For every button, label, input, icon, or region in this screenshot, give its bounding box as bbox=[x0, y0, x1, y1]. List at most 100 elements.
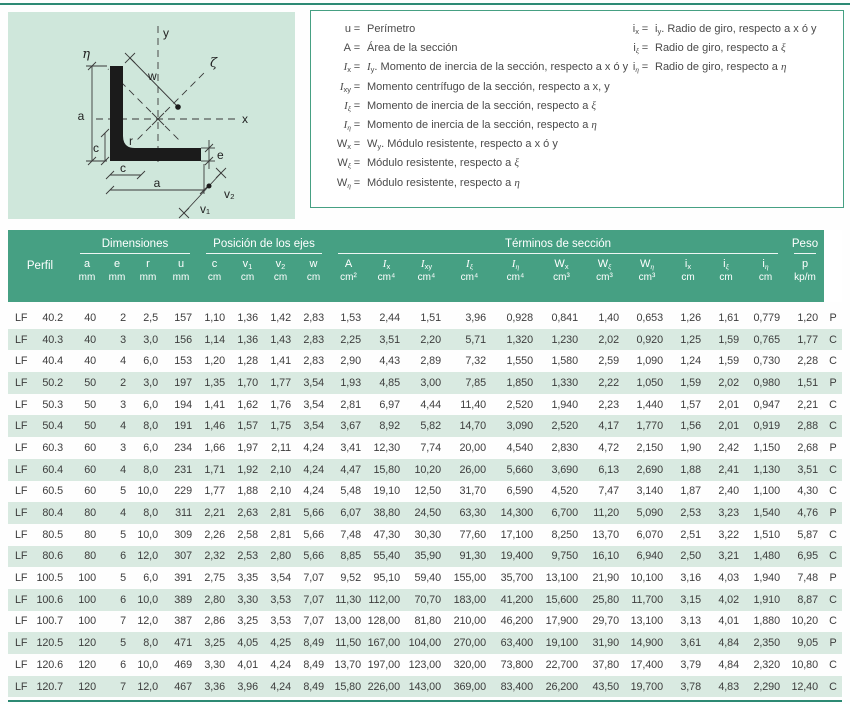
legend-item: u = Perímetro bbox=[323, 23, 628, 42]
table-cell: 19,100 bbox=[545, 637, 579, 650]
table-cell: 1,28 bbox=[237, 355, 258, 368]
table-cell: 2,32 bbox=[204, 550, 225, 563]
a-bottom-label: a bbox=[154, 176, 161, 190]
table-cell: 2,520 bbox=[506, 398, 533, 411]
profile-prefix: LF bbox=[15, 593, 28, 606]
table-cell: 8,85 bbox=[340, 550, 361, 563]
table-cell: 4,84 bbox=[718, 637, 739, 650]
profile-size: 60.5 bbox=[42, 485, 63, 498]
table-cell: 3,30 bbox=[237, 593, 258, 606]
table-cell: 10,20 bbox=[414, 463, 441, 476]
table-cell: 5,66 bbox=[303, 507, 324, 520]
table-cell: 80 bbox=[84, 507, 96, 520]
text-segment: Radio de giro, respecto a bbox=[655, 42, 781, 55]
legend-item: A = Área de la sección bbox=[323, 42, 628, 61]
profile-cell: LF 120.7 bbox=[8, 681, 72, 693]
text-segment: Momento centrífugo de la sección, respec… bbox=[367, 80, 610, 93]
table-cell: 1,41 bbox=[270, 355, 291, 368]
text-segment: . Radio de giro, respecto a x ó y bbox=[661, 23, 817, 35]
column-unit: cm bbox=[758, 272, 773, 283]
table-cell: 2,81 bbox=[270, 507, 291, 520]
column-unit: mm bbox=[78, 272, 96, 283]
table-cell: 14,70 bbox=[459, 420, 486, 433]
group-underline bbox=[206, 253, 322, 254]
subscript: x bbox=[635, 27, 639, 36]
table-cell: 1,92 bbox=[237, 463, 258, 476]
table-row: LF 50.2 50 2 3,0 197 1,35 1,70 1,77 3,54 1,93 4,85 3… bbox=[8, 372, 842, 394]
text-segment: Área de la sección bbox=[367, 42, 458, 55]
column-header: Wξ cm³ bbox=[584, 254, 625, 302]
table-cell: 2,02 bbox=[598, 333, 619, 346]
table-cell: 2,40 bbox=[718, 485, 739, 498]
legend-symbol: Ixy bbox=[323, 81, 352, 94]
table-cell: 59,40 bbox=[414, 572, 441, 585]
profile-prefix: LF bbox=[15, 376, 28, 389]
table-cell: 95,10 bbox=[373, 572, 400, 585]
status-cell: P bbox=[829, 311, 837, 324]
table-row: LF 120.7 120 7 12,0 467 3,36 3,96 4,24 8,49 15,80 2… bbox=[8, 675, 842, 698]
profile-size: 50.2 bbox=[42, 376, 63, 389]
table-row: LF 100.5 100 5 6,0 391 2,75 3,35 3,54 7,07 9,52 95,… bbox=[8, 567, 842, 589]
table-cell: 320,00 bbox=[453, 658, 487, 671]
subscript: xy bbox=[424, 262, 433, 271]
group-label: Términos de sección bbox=[504, 238, 612, 250]
table-cell: 12,0 bbox=[137, 550, 158, 563]
legend-text: Momento de inercia de la sección, respec… bbox=[367, 100, 596, 112]
w-end-dot bbox=[175, 104, 181, 110]
legend-text: Wy. Módulo resistente, respecto a x ó y bbox=[367, 138, 558, 151]
table-cell: 7,47 bbox=[598, 485, 619, 498]
legend-item: Wη = Módulo resistente, respecto a η bbox=[323, 177, 628, 196]
table-cell: 17,900 bbox=[545, 615, 579, 628]
legend-text: Módulo resistente, respecto a η bbox=[367, 177, 520, 189]
table-cell: 1,540 bbox=[753, 507, 780, 520]
tick bbox=[100, 128, 110, 138]
table-cell: 3,22 bbox=[718, 528, 739, 541]
table-cell: 5 bbox=[120, 485, 126, 498]
column-header: e mm bbox=[102, 254, 132, 302]
legend-item: Wξ = Módulo resistente, respecto a ξ bbox=[323, 157, 628, 176]
table-cell: 3 bbox=[120, 441, 126, 454]
subscript: η bbox=[635, 65, 639, 75]
legend-item: iη = Radio de giro, respecto a η bbox=[611, 61, 817, 80]
table-cell: 2,42 bbox=[718, 441, 739, 454]
profile-prefix: LF bbox=[15, 615, 28, 628]
eta-axis-ext bbox=[164, 125, 181, 142]
legend-item: Ix = Iy. Momento de inercia de la sección,… bbox=[323, 61, 629, 80]
table-cell: 3,090 bbox=[506, 420, 533, 433]
table-cell: 9,750 bbox=[551, 550, 578, 563]
legend-symbol: Wη bbox=[323, 177, 351, 190]
table-row: LF 60.4 60 4 8,0 231 1,71 1,92 2,10 4,24 4,47 15,80… bbox=[8, 458, 842, 481]
profile-cell: LF 50.2 bbox=[8, 377, 72, 389]
x-axis-label: x bbox=[242, 112, 248, 126]
a-left-label: a bbox=[78, 109, 85, 123]
legend-text: Radio de giro, respecto a ξ bbox=[655, 42, 786, 54]
table-cell: 5,48 bbox=[340, 485, 361, 498]
table-cell: 2,75 bbox=[204, 572, 225, 585]
column-header: w cm bbox=[297, 254, 330, 302]
table-cell: 14,900 bbox=[630, 637, 664, 650]
text-segment: w bbox=[309, 258, 318, 270]
table-cell: 47,30 bbox=[373, 528, 400, 541]
table-cell: 2,53 bbox=[680, 507, 701, 520]
column-symbol: v1 bbox=[243, 258, 253, 272]
subscript: xy bbox=[343, 84, 352, 94]
table-cell: 14,300 bbox=[500, 507, 534, 520]
table-cell: 4,30 bbox=[797, 485, 818, 498]
table-row: LF 60.3 60 3 6,0 234 1,66 1,97 2,11 4,24 3,41 12,30… bbox=[8, 437, 842, 459]
status-cell: P bbox=[829, 637, 837, 650]
profile-size: 120.7 bbox=[36, 680, 63, 693]
profile-cell: LF 120.5 bbox=[8, 637, 72, 649]
table-cell: 83,400 bbox=[500, 680, 534, 693]
legend-item: Ixy = Momento centrífugo de la sección, re… bbox=[323, 81, 628, 100]
status-cell: C bbox=[829, 550, 837, 563]
table-cell: 3,35 bbox=[237, 572, 258, 585]
table-cell: 4,24 bbox=[303, 441, 324, 454]
text-segment: Módulo resistente, respecto a bbox=[367, 176, 515, 189]
table-cell: 3,25 bbox=[204, 637, 225, 650]
legend-symbol: Iη bbox=[323, 119, 351, 132]
table-cell: 1,70 bbox=[237, 376, 258, 389]
text-segment: ξ bbox=[514, 157, 520, 170]
table-cell: 4 bbox=[120, 463, 126, 476]
column-symbol: r bbox=[146, 258, 150, 272]
table-cell: 12,0 bbox=[137, 680, 158, 693]
